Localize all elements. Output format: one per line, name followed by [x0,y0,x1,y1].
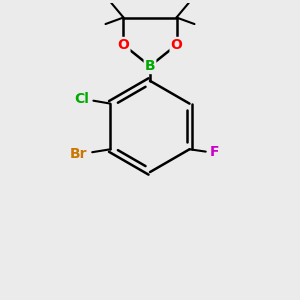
Text: O: O [118,38,129,52]
Text: Cl: Cl [74,92,89,106]
Text: F: F [209,145,219,159]
Text: O: O [171,38,182,52]
Text: Br: Br [69,147,87,161]
Text: B: B [145,59,155,73]
